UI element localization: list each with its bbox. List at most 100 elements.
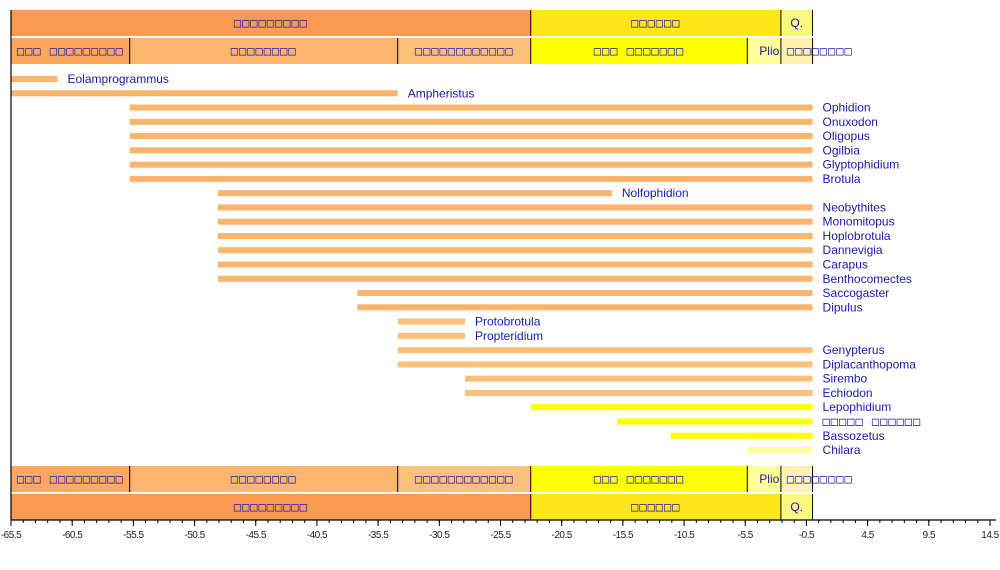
taxon-label: Propteridium <box>475 329 543 343</box>
epoch-label: Plio. <box>759 44 782 58</box>
x-tick-label: -60.5 <box>62 530 83 541</box>
taxon-range-bar <box>397 347 813 354</box>
taxon-range-bar <box>397 361 813 368</box>
pleistocene-label: □□□□□□□□ <box>787 44 853 58</box>
taxon-range-bar <box>129 147 813 154</box>
taxon-range-bar <box>217 204 813 211</box>
taxon-label: Carapus <box>823 258 868 272</box>
x-tick-label: 9.5 <box>923 530 936 541</box>
period-label: Q. <box>790 500 803 514</box>
x-tick-label: -25.5 <box>490 530 511 541</box>
taxon-label: Diplacanthopoma <box>823 357 917 371</box>
epoch-label: □□□ □□□□□□□ <box>594 44 684 58</box>
taxon-label: Onuxodon <box>823 115 878 129</box>
x-tick-label: 14.5 <box>981 530 999 541</box>
epoch-band <box>397 38 531 64</box>
epoch-band <box>11 466 130 492</box>
taxon-range-bar <box>530 404 813 411</box>
taxon-range-bar <box>217 190 612 197</box>
taxon-range-bar <box>217 232 813 239</box>
period-band <box>530 10 781 36</box>
epoch-label: □□□ □□□□□□□□□ <box>17 472 124 486</box>
x-tick-label: -30.5 <box>429 530 450 541</box>
epoch-band <box>747 466 781 492</box>
taxon-label: Ampheristus <box>408 86 475 100</box>
taxon-label: Dipulus <box>823 300 863 314</box>
taxon-range-bar <box>129 104 813 111</box>
taxon-label: Saccogaster <box>823 286 890 300</box>
taxon-range-bar <box>217 218 813 225</box>
x-tick-label: -20.5 <box>552 530 573 541</box>
epoch-label: □□□□□□□□□□□□ <box>415 472 514 486</box>
x-axis: -65.5 -60.5 -55.5 -50.5 -45.5 -40.5 -35.5 -30.5… <box>1 10 1000 541</box>
period-label: □□□□□□ <box>631 500 680 514</box>
x-tick-label: -45.5 <box>246 530 267 541</box>
period-label: □□□□□□ <box>631 16 680 30</box>
taxon-label: Nolfophidion <box>622 186 689 200</box>
taxa-ranges: Eolamprogrammus Ampheristus OphidionOnuxod… <box>11 72 922 457</box>
epoch-band <box>129 466 398 492</box>
x-tick-label: -50.5 <box>184 530 205 541</box>
taxon-label: Brotula <box>823 172 861 186</box>
period-label: Q. <box>790 16 803 30</box>
taxon-range-bar <box>11 76 58 82</box>
epoch-label: □□□□□□□□ <box>231 472 297 486</box>
taxon-range-bar <box>465 375 813 382</box>
taxon-range-bar <box>357 290 813 297</box>
epoch-band <box>780 38 813 64</box>
taxon-label: Bassozetus <box>823 429 885 443</box>
period-band <box>780 10 813 36</box>
taxon-range-bar <box>129 175 813 182</box>
taxon-label: Oligopus <box>823 129 870 143</box>
taxon-range-bar <box>11 90 398 97</box>
taxon-range-bar <box>465 389 813 396</box>
epoch-band <box>530 38 748 64</box>
bottom-time-scale: □□□ □□□□□□□□□ □□□□□□□□ □□□□□□□□□□□□ □□□ □□□… <box>11 466 853 520</box>
x-tick-label: 4.5 <box>861 530 874 541</box>
taxon-label: Neobythites <box>823 200 886 214</box>
taxon-label: Sirembo <box>823 372 868 386</box>
taxon-range-bar <box>217 275 813 282</box>
epoch-label: □□□ □□□□□□□□□ <box>17 44 124 58</box>
taxon-range-bar <box>217 247 813 254</box>
taxon-range-bar <box>747 447 813 454</box>
taxon-label: □□□□□ □□□□□□ <box>823 414 922 428</box>
epoch-band <box>747 38 781 64</box>
taxon-label: Eolamprogrammus <box>68 72 169 86</box>
x-tick-label: -15.5 <box>613 530 634 541</box>
top-time-scale: □□□□□□□□□ □□□□□□ Q.□□□ □□□□□□□□□ □□□□□□□□ □□… <box>11 10 853 64</box>
taxon-label: Monomitopus <box>823 215 895 229</box>
taxon-label: Genypterus <box>823 343 885 357</box>
period-band <box>11 10 531 36</box>
x-tick-label: -35.5 <box>368 530 389 541</box>
taxon-range-bar <box>397 332 466 339</box>
x-tick-label: -65.5 <box>1 530 22 541</box>
taxon-label: Chilara <box>823 443 861 457</box>
taxon-range-bar <box>217 261 813 268</box>
pleistocene-label: □□□□□□□□ <box>787 472 853 486</box>
taxon-label: Ophidion <box>823 101 871 115</box>
taxon-label: Ogilbia <box>823 143 861 157</box>
x-tick-label: -55.5 <box>123 530 144 541</box>
period-label: □□□□□□□□□ <box>234 500 308 514</box>
x-tick-label: -40.5 <box>307 530 328 541</box>
x-tick-label: -0.5 <box>799 530 815 541</box>
epoch-band <box>397 466 531 492</box>
period-label: □□□□□□□□□ <box>234 16 308 30</box>
taxon-label: Hoplobrotula <box>823 229 891 243</box>
taxon-range-bar <box>357 304 813 311</box>
epoch-label: □□□□□□□□ <box>231 44 297 58</box>
taxon-range-bar <box>129 133 813 140</box>
epoch-label: □□□□□□□□□□□□ <box>415 44 514 58</box>
taxon-label: Protobrotula <box>475 315 541 329</box>
taxon-label: Lepophidium <box>823 400 892 414</box>
epoch-band <box>129 38 398 64</box>
x-tick-label: -10.5 <box>674 530 695 541</box>
taxon-range-bar <box>670 432 813 439</box>
taxon-label: Benthocomectes <box>823 272 912 286</box>
taxon-range-bar <box>397 318 466 325</box>
epoch-band <box>530 466 748 492</box>
taxon-range-bar <box>617 418 813 425</box>
taxon-label: Dannevigia <box>823 243 883 257</box>
epoch-band <box>780 466 813 492</box>
